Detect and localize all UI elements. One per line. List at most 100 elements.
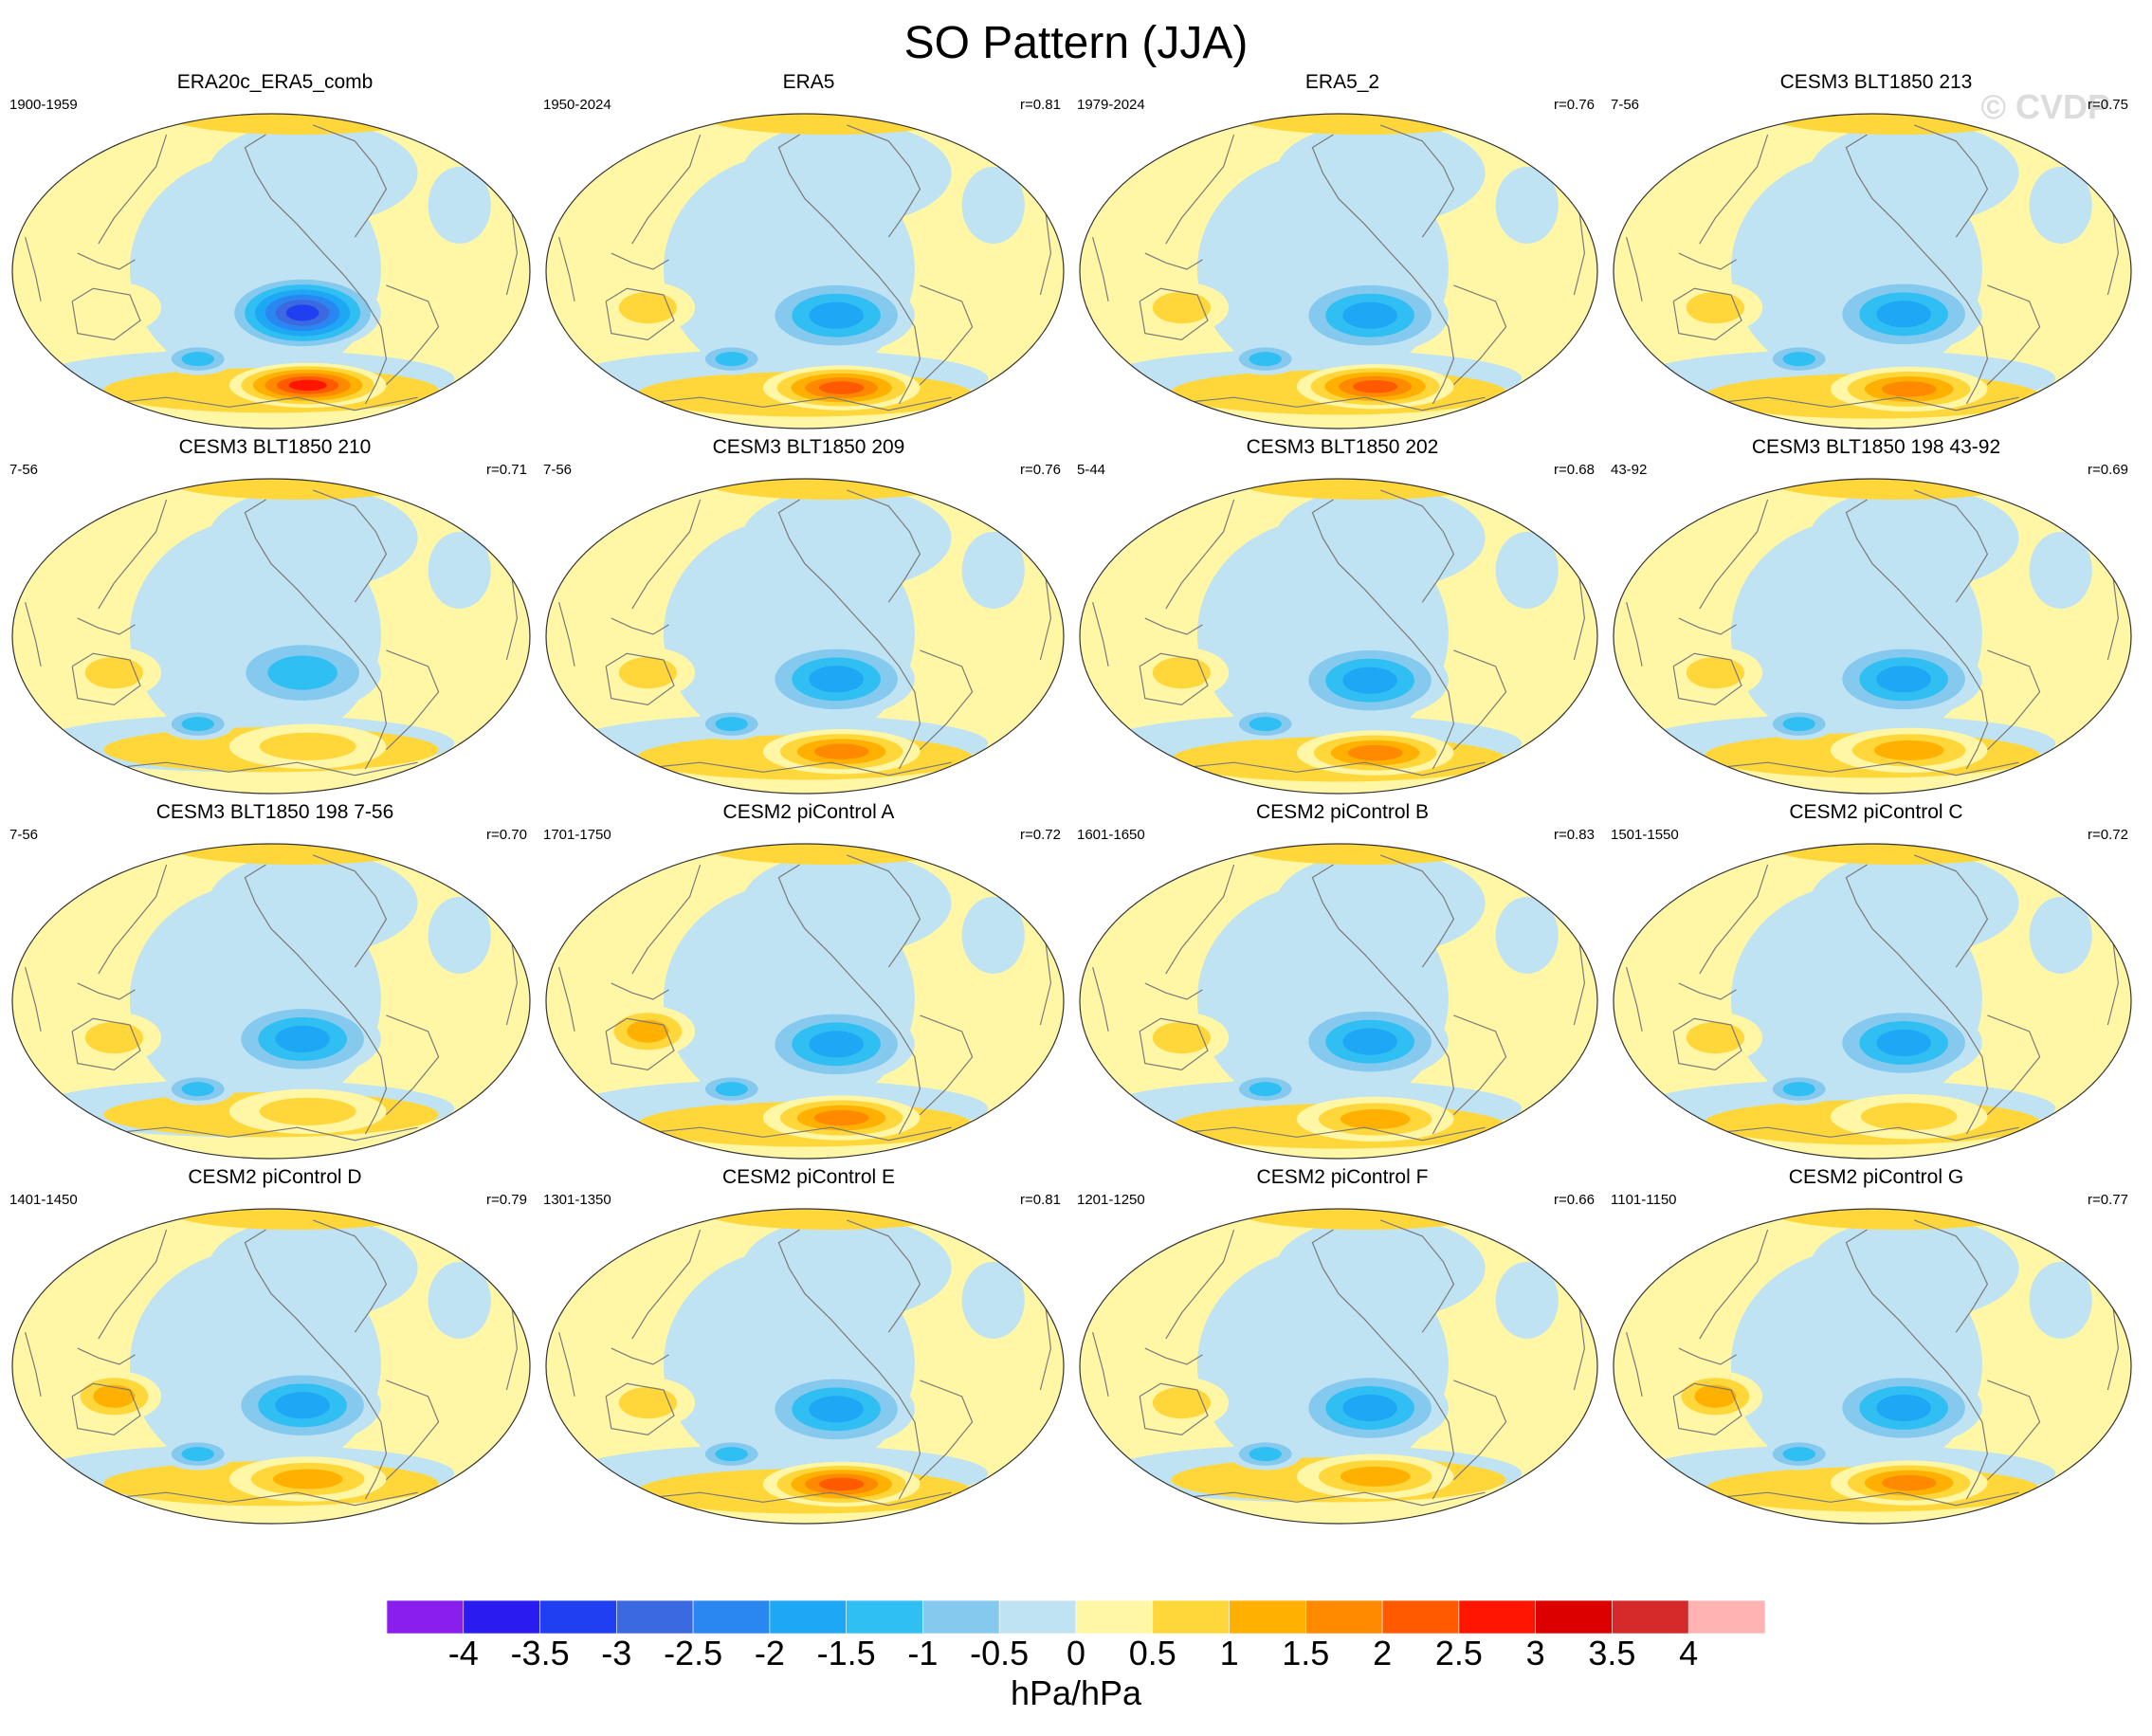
colorbar-swatch — [463, 1600, 540, 1634]
coastline — [1311, 499, 1413, 642]
map-outline — [1079, 478, 1598, 795]
north-pacific-weak-negative — [1809, 486, 2019, 590]
atlantic-weak-negative — [2029, 896, 2092, 974]
map-panel-grid: ERA20c_ERA5_comb 1900-1959 ERA5 1950-2024 r=… — [9, 71, 2132, 1526]
map-outline — [1613, 113, 2132, 429]
coastline — [77, 1347, 136, 1365]
atlantic-weak-negative — [961, 1261, 1025, 1339]
panel-pattern-correlation: r=0.70 — [486, 827, 527, 843]
south-pacific-negative-anomaly — [1876, 301, 1931, 328]
south-pacific-negative-anomaly — [1876, 666, 1931, 693]
coastline — [385, 649, 440, 751]
panel-period: 7-56 — [543, 462, 573, 478]
coastline — [1139, 652, 1209, 706]
coastline — [1092, 967, 1109, 1032]
north-pacific-weak-negative — [1809, 1216, 2019, 1320]
coastline — [1165, 499, 1235, 610]
map-panel: CESM3 BLT1850 209 7-56 r=0.76 — [543, 436, 1074, 796]
coastline — [605, 1017, 675, 1071]
coastline — [244, 864, 345, 1007]
arctic-positive-anomaly — [1233, 114, 1496, 136]
coastline — [611, 252, 669, 270]
south-pacific-negative-anomaly — [1342, 667, 1397, 694]
australia-positive-anomaly — [1686, 1021, 1744, 1054]
map-outline — [1079, 113, 1598, 429]
robinson-map — [545, 113, 1065, 429]
panel-title: CESM2 piControl C — [1789, 801, 1963, 823]
coastline — [846, 854, 921, 968]
robinson-map — [1079, 843, 1598, 1160]
colorbar — [387, 1600, 1765, 1634]
australia-positive-anomaly — [618, 1386, 677, 1419]
atlantic-weak-negative — [1495, 896, 1559, 974]
coastline — [1139, 1382, 1209, 1436]
australia-positive-anomaly — [1152, 656, 1211, 689]
amundsen-positive-anomaly — [1340, 1466, 1411, 1487]
coastline — [1311, 1229, 1413, 1372]
robinson-map — [11, 1208, 531, 1525]
panel-pattern-correlation: r=0.72 — [1020, 827, 1061, 843]
tasman-negative-anomaly — [715, 717, 748, 732]
coastline — [1913, 854, 1989, 968]
coastline — [637, 1491, 952, 1507]
panel-title: ERA5 — [782, 71, 835, 93]
coastline — [312, 489, 388, 603]
arctic-positive-anomaly — [700, 844, 962, 866]
coastline — [1845, 134, 1946, 277]
coastline — [244, 499, 345, 642]
arctic-positive-anomaly — [700, 479, 962, 501]
coastline — [1699, 134, 1769, 245]
panel-period: 1501-1550 — [1611, 827, 1679, 843]
tasman-negative-anomaly — [1249, 1082, 1282, 1097]
coastline — [631, 1229, 702, 1340]
coastline — [343, 1370, 388, 1500]
panel-period: 5-44 — [1077, 462, 1106, 478]
amundsen-positive-anomaly — [813, 743, 869, 759]
coastline — [98, 499, 168, 610]
colorbar-tick-label: 0 — [1066, 1634, 1086, 1672]
coastline — [605, 1382, 675, 1436]
coastline — [1672, 652, 1742, 706]
coastline — [919, 649, 974, 751]
coastline — [631, 499, 702, 610]
coastline — [312, 1219, 388, 1333]
panel-title: CESM2 piControl D — [188, 1166, 362, 1188]
coastline — [558, 602, 575, 667]
coastline — [846, 1219, 921, 1333]
coastline — [1944, 275, 1989, 405]
panel-title: CESM3 BLT1850 202 — [1246, 436, 1439, 458]
coastline — [605, 652, 675, 706]
map-panel: ERA5 1950-2024 r=0.81 — [543, 71, 1074, 431]
panel-pattern-correlation: r=0.83 — [1554, 827, 1595, 843]
coastline — [919, 1014, 974, 1116]
colorbar-swatch — [1381, 1600, 1460, 1634]
atlantic-weak-negative — [428, 166, 491, 244]
coastline — [343, 640, 388, 770]
coastline — [77, 617, 136, 635]
arctic-positive-anomaly — [1767, 114, 2030, 136]
amundsen-positive-anomaly — [813, 1109, 869, 1126]
arctic-positive-anomaly — [1233, 1209, 1496, 1231]
map-panel: CESM2 piControl E 1301-1350 r=0.81 — [543, 1166, 1074, 1526]
north-pacific-weak-negative — [1275, 486, 1486, 590]
amundsen-positive-anomaly — [1873, 740, 1944, 760]
north-pacific-weak-negative — [741, 1216, 952, 1320]
coastline — [1379, 489, 1455, 603]
colorbar-tick-label: -3 — [601, 1634, 632, 1672]
coastline — [777, 134, 879, 277]
map-panel: CESM3 BLT1850 202 5-44 r=0.68 — [1077, 436, 1608, 796]
panel-period: 7-56 — [9, 462, 39, 478]
colorbar-tick-label: 1 — [1219, 1634, 1239, 1672]
arctic-positive-anomaly — [166, 1209, 429, 1231]
coastline — [1092, 602, 1109, 667]
atlantic-weak-negative — [961, 896, 1025, 974]
colorbar-tick-labels: -4 -3.5 -3 -2.5 -2 -1.5 -1 -0.5 0 0.5 1 1.5 2 2.5 3 3.5… — [0, 1634, 2152, 1676]
coastline — [343, 275, 388, 405]
robinson-map — [1613, 478, 2132, 795]
coastline — [777, 499, 879, 642]
south-pacific-negative-anomaly — [1342, 1028, 1397, 1055]
map-outline — [11, 478, 531, 795]
coastline — [558, 1332, 575, 1397]
arctic-positive-anomaly — [1767, 1209, 2030, 1231]
coastline — [1626, 237, 1643, 302]
